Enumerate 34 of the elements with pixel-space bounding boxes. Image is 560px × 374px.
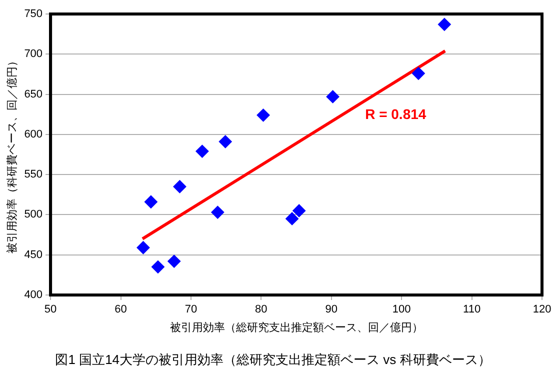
y-tick-label: 600 [24, 128, 43, 140]
x-tick-label: 80 [255, 304, 268, 316]
x-tick-label: 90 [325, 304, 338, 316]
point [196, 144, 209, 158]
y-tick-label: 400 [24, 289, 43, 302]
point [412, 66, 425, 80]
y-tick-label: 450 [24, 248, 43, 261]
text: 図1 国立14大学の被引用効率（総研究支出推定額ベース vs 科研費ベース） [55, 352, 491, 367]
y-tick-label: 650 [24, 88, 43, 100]
point [151, 260, 164, 274]
x-tick-label: 70 [184, 304, 198, 316]
y-tick-label: 550 [24, 168, 43, 181]
point [218, 135, 232, 148]
x-tick-label: 120 [532, 304, 552, 316]
y-tick-label: 500 [24, 208, 43, 221]
y-tick-label: 700 [24, 48, 43, 60]
point [326, 90, 340, 104]
point [286, 212, 299, 226]
x-tick-label: 60 [114, 304, 127, 316]
point [292, 204, 306, 218]
point [136, 241, 150, 254]
point [173, 180, 186, 194]
x-tick-label: 50 [44, 304, 57, 316]
point [211, 206, 224, 219]
point [438, 18, 451, 31]
annotation: R = 0.814 [365, 106, 426, 122]
x-tick-label: 100 [392, 304, 411, 316]
x-tick-label: 110 [463, 304, 481, 316]
point [256, 108, 270, 122]
point [144, 195, 158, 208]
point [168, 254, 181, 268]
y-tick-label: 750 [24, 8, 43, 20]
x-axis-title: 被引用効率（総研究支出推定額ベース、回／億円） [170, 320, 423, 334]
y-axis-title: 被引用効率（科研費ベース、回／億円） [6, 56, 19, 254]
